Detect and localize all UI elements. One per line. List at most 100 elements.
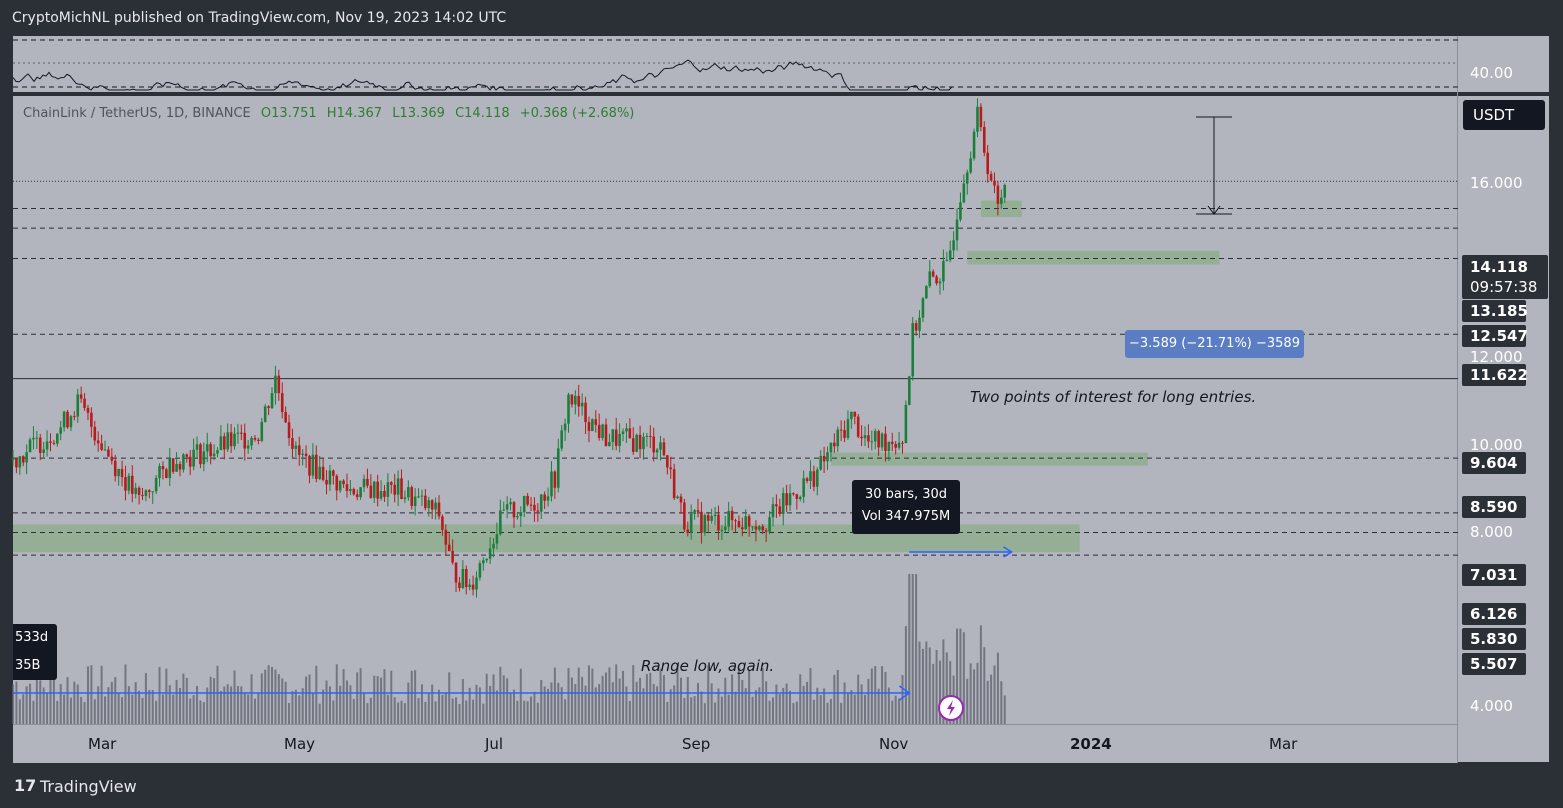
candle-body bbox=[860, 436, 863, 439]
tradingview-logo-icon[interactable]: 17 bbox=[14, 776, 37, 795]
volume-bar bbox=[840, 702, 843, 724]
volume-bar bbox=[369, 697, 372, 724]
price-panel[interactable] bbox=[13, 96, 1458, 724]
currency-button[interactable]: USDT bbox=[1463, 100, 1545, 130]
volume-bar bbox=[100, 665, 103, 724]
candle-body bbox=[553, 471, 557, 488]
volume-bar bbox=[928, 647, 931, 724]
volume-bar bbox=[444, 692, 447, 724]
rsi-panel[interactable] bbox=[13, 36, 1458, 92]
candle-body bbox=[519, 512, 523, 517]
volume-bar bbox=[158, 666, 161, 724]
volume-bar bbox=[80, 696, 83, 724]
candle-body bbox=[877, 430, 880, 448]
volume-bar bbox=[39, 680, 42, 724]
candle-body bbox=[560, 430, 563, 449]
candle-body bbox=[652, 436, 656, 453]
volume-bar bbox=[533, 691, 536, 724]
volume-bar bbox=[165, 668, 168, 724]
candle-body bbox=[21, 456, 25, 463]
volume-bar bbox=[107, 687, 110, 724]
volume-bar bbox=[83, 701, 86, 724]
candle-body bbox=[263, 406, 267, 422]
level-label-5830: 5.830 bbox=[1462, 628, 1526, 650]
candle-body bbox=[993, 180, 996, 186]
range-low-annotation[interactable]: Range low, again. bbox=[641, 657, 775, 675]
volume-bar bbox=[206, 687, 209, 724]
volume-bar bbox=[642, 688, 645, 724]
candle-body bbox=[90, 412, 93, 427]
candle-body bbox=[120, 468, 124, 478]
candle-body bbox=[127, 475, 131, 491]
volume-bar bbox=[250, 674, 253, 724]
volume-bar bbox=[731, 674, 734, 724]
candle-body bbox=[488, 548, 492, 559]
candle-body bbox=[328, 470, 332, 485]
candle-body bbox=[400, 478, 403, 500]
volume-bar bbox=[114, 677, 117, 724]
candle-body bbox=[151, 491, 155, 493]
candle-body bbox=[417, 496, 420, 498]
candle-body bbox=[867, 435, 870, 442]
volume-bar bbox=[956, 628, 959, 724]
volume-bar bbox=[502, 675, 505, 724]
time-tick-mar-2024: Mar bbox=[1269, 735, 1298, 753]
volume-bar bbox=[921, 648, 924, 724]
time-axis[interactable] bbox=[13, 724, 1458, 763]
volume-bar bbox=[424, 701, 427, 724]
candle-body bbox=[908, 376, 911, 405]
time-tick-2024: 2024 bbox=[1070, 735, 1112, 753]
candle-body bbox=[792, 493, 795, 495]
volume-bar bbox=[860, 684, 863, 724]
volume-bar bbox=[240, 686, 243, 724]
volume-bar bbox=[635, 681, 638, 724]
volume-bar bbox=[673, 685, 676, 724]
candle-body bbox=[499, 510, 502, 535]
candle-body bbox=[345, 484, 349, 492]
measure-label[interactable]: −3.589 (−21.71%) −3589 bbox=[1125, 330, 1304, 358]
candle-body bbox=[723, 526, 727, 530]
poi-annotation[interactable]: Two points of interest for long entries. bbox=[970, 388, 1257, 406]
low-value: L13.369 bbox=[392, 106, 445, 121]
tradingview-brand[interactable]: TradingView bbox=[40, 777, 137, 796]
volume-bar bbox=[611, 682, 614, 724]
volume-bar bbox=[908, 574, 911, 724]
candle-body bbox=[826, 452, 829, 462]
volume-bar bbox=[59, 684, 62, 724]
candle-body bbox=[141, 494, 144, 496]
candle-body bbox=[611, 429, 615, 442]
volume-bar bbox=[420, 684, 423, 724]
price-tick-12: 12.000 bbox=[1470, 348, 1523, 366]
candle-body bbox=[383, 491, 386, 497]
candle-body bbox=[502, 509, 506, 511]
volume-bar bbox=[192, 695, 195, 724]
panel-separator[interactable] bbox=[13, 92, 1549, 96]
measure-arrow-head bbox=[1207, 205, 1221, 215]
candle-body bbox=[277, 375, 281, 394]
candle-body bbox=[897, 442, 901, 448]
volume-bar bbox=[979, 625, 982, 724]
volume-bar bbox=[656, 686, 659, 724]
symbol-legend[interactable]: ChainLink / TetherUS, 1D, BINANCE O13.75… bbox=[23, 106, 640, 121]
candle-body bbox=[706, 515, 710, 521]
volume-bar bbox=[247, 694, 250, 724]
candle-body bbox=[901, 442, 904, 444]
candle-body bbox=[815, 469, 819, 487]
candle-body bbox=[846, 419, 850, 438]
volume-bar bbox=[816, 687, 819, 724]
volume-bar bbox=[707, 665, 710, 724]
candle-body bbox=[965, 172, 969, 184]
candle-body bbox=[332, 470, 335, 476]
volume-bar bbox=[199, 700, 202, 724]
candle-body bbox=[216, 450, 219, 454]
candle-body bbox=[158, 466, 161, 478]
candle-body bbox=[430, 500, 434, 510]
candle-body bbox=[730, 510, 734, 521]
volume-bar bbox=[594, 687, 597, 724]
candle-body bbox=[110, 456, 114, 461]
volume-bar bbox=[918, 641, 921, 724]
volume-bar bbox=[581, 676, 584, 724]
volume-bar bbox=[622, 670, 625, 724]
left-tooltip-line1: 533d bbox=[15, 630, 49, 645]
volume-bar bbox=[693, 695, 696, 724]
